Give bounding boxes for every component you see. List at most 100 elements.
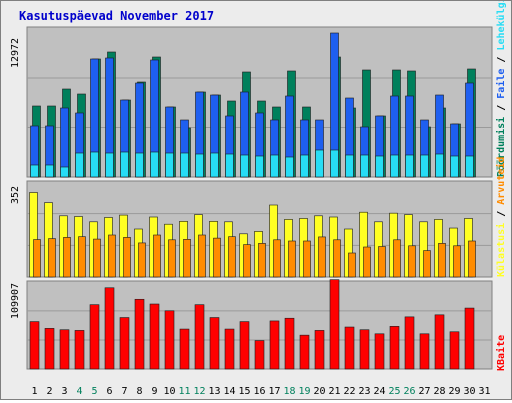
bar-arvuteid — [468, 240, 476, 278]
bar-lehekylgi — [60, 166, 69, 178]
bar-faile — [60, 107, 69, 178]
bar-arvuteid — [93, 238, 101, 278]
bar-lehekylgi — [195, 153, 204, 178]
bar-kbaite — [89, 304, 100, 370]
bar-lehekylgi — [375, 155, 384, 178]
bar-arvuteid — [348, 252, 356, 278]
y-tick-label: 109907 — [10, 283, 21, 319]
bar-kbaite — [449, 331, 460, 370]
bar-kbaite — [344, 326, 355, 370]
legend-top: Pöördumisi / Faile / Lehekülgi — [495, 1, 507, 177]
bar-arvuteid — [258, 243, 266, 278]
legend-item: Pöördumisi — [495, 117, 507, 177]
bar-lehekylgi — [225, 153, 234, 178]
x-tick-label: 25 — [388, 386, 400, 397]
bar-kbaite — [29, 321, 40, 370]
legend-middle: Külastusi / Arvuteid — [495, 157, 507, 277]
y-tick-label: 12972 — [10, 38, 21, 68]
bar-kbaite — [464, 307, 475, 370]
bar-arvuteid — [333, 239, 341, 278]
bar-lehekylgi — [435, 153, 444, 178]
bar-arvuteid — [138, 242, 146, 278]
x-tick-label: 26 — [403, 386, 415, 397]
bar-arvuteid — [228, 236, 236, 278]
legend-item: KBaite — [495, 335, 507, 371]
bar-kbaite — [374, 333, 385, 370]
bar-arvuteid — [393, 239, 401, 278]
bar-kbaite — [299, 334, 310, 370]
x-tick-label: 17 — [268, 386, 280, 397]
x-tick-label: 22 — [343, 386, 355, 397]
x-tick-label: 21 — [328, 386, 340, 397]
bar-kbaite — [254, 340, 265, 370]
bar-kbaite — [209, 317, 220, 370]
x-tick-label: 13 — [208, 386, 220, 397]
bar-lehekylgi — [105, 152, 114, 178]
x-tick-label: 28 — [433, 386, 445, 397]
legend-item: Arvuteid — [495, 157, 507, 205]
x-tick-label: 20 — [313, 386, 325, 397]
bar-arvuteid — [408, 245, 416, 278]
x-tick-label: 9 — [151, 386, 157, 397]
bar-arvuteid — [303, 240, 311, 278]
bar-lehekylgi — [75, 152, 84, 178]
legend-separator: / — [496, 99, 507, 117]
x-tick-label: 5 — [91, 386, 97, 397]
bar-arvuteid — [183, 239, 191, 278]
bar-lehekylgi — [360, 154, 369, 178]
bar-kbaite — [74, 330, 85, 370]
bar-lehekylgi — [285, 156, 294, 178]
x-tick-label: 27 — [418, 386, 430, 397]
legend-item: Faile — [495, 69, 507, 99]
bar-arvuteid — [288, 240, 296, 278]
bar-arvuteid — [243, 244, 251, 278]
legend-item: Külastusi — [495, 223, 507, 277]
x-tick-label: 6 — [106, 386, 112, 397]
bar-arvuteid — [108, 234, 116, 278]
bar-lehekylgi — [270, 154, 279, 178]
bar-lehekylgi — [150, 151, 159, 178]
bar-kbaite — [59, 329, 70, 370]
x-tick-label: 14 — [223, 386, 235, 397]
bar-lehekylgi — [180, 152, 189, 178]
bar-kbaite — [104, 287, 115, 370]
x-tick-label: 11 — [178, 386, 190, 397]
bar-kbaite — [179, 328, 190, 370]
bar-arvuteid — [363, 246, 371, 278]
bar-lehekylgi — [450, 155, 459, 178]
bar-arvuteid — [438, 243, 446, 278]
bar-lehekylgi — [315, 149, 324, 178]
bar-arvuteid — [273, 239, 281, 278]
x-tick-label: 7 — [121, 386, 127, 397]
bar-lehekylgi — [90, 151, 99, 178]
bar-lehekylgi — [300, 154, 309, 178]
bar-kbaite — [134, 298, 145, 370]
legend-item: Lehekülgi — [495, 1, 507, 51]
x-tick-label: 23 — [358, 386, 370, 397]
x-tick-label: 18 — [283, 386, 295, 397]
bar-lehekylgi — [465, 155, 474, 178]
x-tick-label: 31 — [478, 386, 490, 397]
bar-kbaite — [269, 320, 280, 370]
bar-kbaite — [149, 303, 160, 370]
bar-kbaite — [389, 326, 400, 370]
bar-lehekylgi — [390, 154, 399, 178]
chart-title: Kasutuspäevad November 2017 — [19, 9, 214, 23]
bar-lehekylgi — [255, 155, 264, 178]
x-tick-label: 3 — [61, 386, 67, 397]
bar-kbaite — [314, 330, 325, 370]
bar-arvuteid — [63, 237, 71, 278]
bar-arvuteid — [453, 245, 461, 278]
bar-lehekylgi — [120, 151, 129, 178]
bar-lehekylgi — [240, 154, 249, 178]
bar-lehekylgi — [330, 149, 339, 178]
x-tick-label: 19 — [298, 386, 310, 397]
bar-kbaite — [164, 310, 175, 370]
bar-lehekylgi — [210, 152, 219, 178]
x-tick-label: 10 — [163, 386, 175, 397]
x-tick-label: 4 — [76, 386, 82, 397]
legend-separator: / — [496, 205, 507, 223]
bar-arvuteid — [123, 237, 131, 278]
bar-arvuteid — [78, 236, 86, 278]
